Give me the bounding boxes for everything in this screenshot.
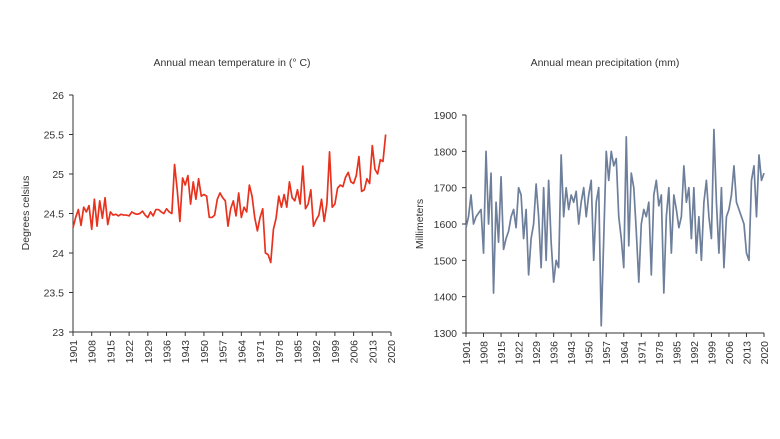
precipitation-x-tick-label: 1922 bbox=[514, 341, 526, 365]
temperature-y-tick-label: 24 bbox=[52, 248, 64, 260]
precipitation-chart-title: Annual mean precipitation (mm) bbox=[531, 57, 680, 69]
precipitation-x-tick-label: 1901 bbox=[461, 341, 473, 365]
temperature-x-tick-label: 1922 bbox=[124, 340, 136, 364]
precipitation-x-tick-label: 1964 bbox=[619, 341, 631, 365]
precipitation-y-tick-label: 1300 bbox=[434, 328, 458, 340]
precipitation-y-tick-label: 1800 bbox=[434, 146, 458, 158]
precipitation-x-tick-label: 2006 bbox=[724, 341, 736, 365]
temperature-y-tick-label: 25 bbox=[52, 169, 64, 181]
temperature-x-tick-label: 1950 bbox=[199, 340, 211, 364]
precipitation-x-tick-label: 2020 bbox=[759, 341, 771, 365]
precipitation-x-tick-label: 1929 bbox=[531, 341, 543, 365]
temperature-y-tick-label: 23.5 bbox=[44, 288, 65, 300]
temperature-y-tick-label: 25.5 bbox=[44, 130, 65, 142]
precipitation-x-tick-label: 1978 bbox=[654, 341, 666, 365]
precipitation-x-tick-label: 1908 bbox=[479, 341, 491, 365]
temperature-x-tick-label: 1978 bbox=[274, 340, 286, 364]
temperature-x-tick-label: 1999 bbox=[330, 340, 342, 364]
temperature-y-tick-label: 26 bbox=[52, 90, 64, 102]
precipitation-y-tick-label: 1700 bbox=[434, 183, 458, 195]
temperature-series-line bbox=[72, 134, 387, 264]
temperature-x-tick-label: 2020 bbox=[386, 340, 398, 364]
temperature-x-tick-label: 1943 bbox=[180, 340, 192, 364]
temperature-x-tick-label: 1957 bbox=[218, 340, 230, 364]
precipitation-x-tick-label: 1957 bbox=[601, 341, 613, 365]
temperature-x-tick-label: 1929 bbox=[143, 340, 155, 364]
precipitation-series-line bbox=[465, 128, 765, 327]
precipitation-y-tick-label: 1500 bbox=[434, 255, 458, 267]
temperature-x-tick-label: 1971 bbox=[255, 340, 267, 364]
precipitation-x-tick-label: 1950 bbox=[584, 341, 596, 365]
temperature-x-tick-label: 2006 bbox=[349, 340, 361, 364]
temperature-x-tick-label: 1992 bbox=[311, 340, 323, 364]
precipitation-chart: Annual mean precipitation (mm) Millimete… bbox=[414, 57, 771, 364]
temperature-chart: Annual mean temperature in (° C) Degrees… bbox=[20, 57, 398, 363]
precipitation-y-tick-label: 1600 bbox=[434, 219, 458, 231]
temperature-x-tick-label: 1908 bbox=[87, 340, 99, 364]
temperature-x-tick-label: 1964 bbox=[236, 340, 248, 364]
temperature-x-tick-label: 1915 bbox=[105, 340, 117, 364]
temperature-x-tick-label: 1901 bbox=[68, 340, 80, 364]
precipitation-y-tick-label: 1900 bbox=[434, 110, 458, 122]
precipitation-x-tick-label: 1915 bbox=[496, 341, 508, 365]
precipitation-x-tick-label: 2013 bbox=[741, 341, 753, 365]
temperature-y-tick-label: 24.5 bbox=[44, 209, 65, 221]
temperature-y-tick-label: 23 bbox=[52, 327, 64, 339]
precipitation-x-tick-label: 1999 bbox=[706, 341, 718, 365]
precipitation-y-axis-label: Millimeters bbox=[414, 199, 426, 249]
temperature-x-tick-label: 2013 bbox=[367, 340, 379, 364]
temperature-x-tick-label: 1936 bbox=[162, 340, 174, 364]
temperature-chart-title: Annual mean temperature in (° C) bbox=[153, 57, 310, 69]
precipitation-x-tick-label: 1943 bbox=[566, 341, 578, 365]
precipitation-x-tick-label: 1936 bbox=[549, 341, 561, 365]
temperature-x-tick-label: 1985 bbox=[292, 340, 304, 364]
precipitation-x-tick-label: 1985 bbox=[671, 341, 683, 365]
precipitation-x-tick-label: 1992 bbox=[689, 341, 701, 365]
precipitation-x-tick-label: 1971 bbox=[636, 341, 648, 365]
precipitation-y-tick-label: 1400 bbox=[434, 292, 458, 304]
temperature-y-axis-label: Degrees celsius bbox=[20, 176, 32, 251]
